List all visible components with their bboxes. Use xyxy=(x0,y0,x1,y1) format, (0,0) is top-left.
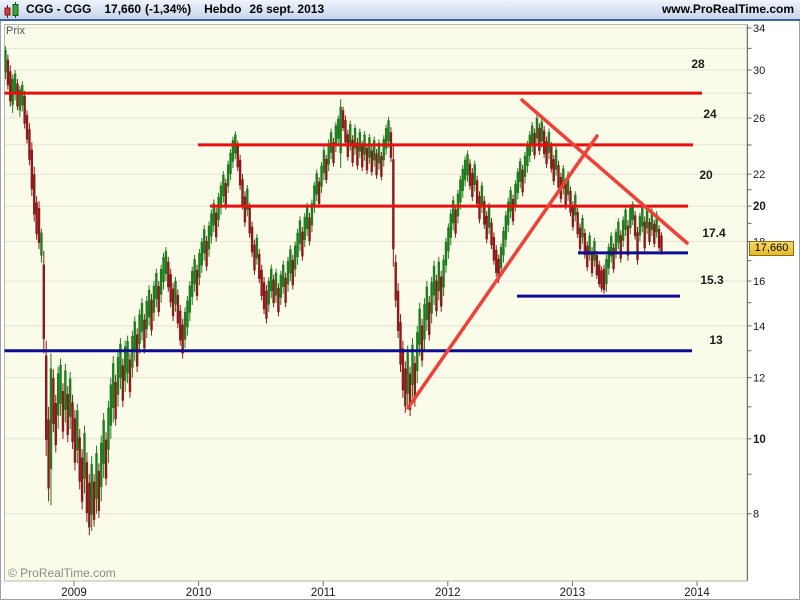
candlestick-icon xyxy=(4,1,21,19)
y-axis-label: 20 xyxy=(753,201,766,213)
website-link[interactable]: www.ProRealTime.com xyxy=(661,2,794,16)
level-label: 28 xyxy=(691,57,705,71)
level-label: 20 xyxy=(699,168,713,182)
last-price-marker: 17,660 xyxy=(749,241,794,256)
y-axis-label: 14 xyxy=(753,321,765,333)
y-axis-label: 34 xyxy=(753,23,765,35)
instrument-name: CGG - CGG xyxy=(26,2,92,16)
x-axis-label: 2014 xyxy=(684,587,710,599)
candles-layer xyxy=(4,46,663,536)
x-axis-label: 2010 xyxy=(186,587,212,599)
ascending-support-trendline[interactable] xyxy=(406,134,599,410)
descending-resistance-trendline[interactable] xyxy=(520,98,689,245)
y-axis-label: 16 xyxy=(753,276,765,288)
timeframe-label: Hebdo xyxy=(204,2,242,16)
chart-header: CGG - CGG 17,660 (-1,34%) Hebdo 26 sept.… xyxy=(0,0,800,21)
price-change: (-1,34%) xyxy=(145,2,192,16)
y-axis-title: Prix xyxy=(6,25,25,37)
y-axis-label: 10 xyxy=(753,434,766,446)
y-axis-label: 22 xyxy=(753,169,765,181)
x-axis-label: 2013 xyxy=(560,587,586,599)
date-label: 26 sept. 2013 xyxy=(249,2,325,16)
y-axis-label: 12 xyxy=(753,373,765,385)
x-axis-label: 2012 xyxy=(435,587,461,599)
level-label: 17.4 xyxy=(702,226,726,240)
y-axis-label: 26 xyxy=(753,113,765,125)
y-axis-label: 30 xyxy=(753,65,765,77)
y-axis-label: 8 xyxy=(753,509,759,521)
x-axis-label: 2009 xyxy=(61,587,87,599)
level-label: 13 xyxy=(709,333,723,347)
level-label: 24 xyxy=(703,107,717,121)
x-axis-label: 2011 xyxy=(311,587,336,599)
plot-area[interactable] xyxy=(4,24,748,582)
watermark: © ProRealTime.com xyxy=(8,566,116,580)
drawn-lines-layer xyxy=(4,91,702,410)
last-price: 17,660 xyxy=(104,2,142,16)
level-label: 15.3 xyxy=(700,273,724,287)
